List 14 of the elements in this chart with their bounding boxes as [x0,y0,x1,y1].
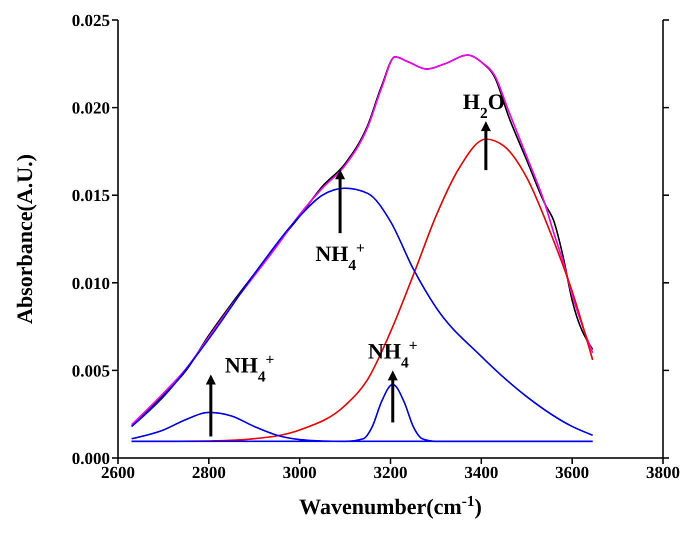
y-tick-label: 0.020 [72,98,110,118]
x-tick-label: 3600 [555,463,590,482]
y-tick-label: 0.005 [72,361,110,380]
y-tick-label: 0.015 [72,186,110,206]
x-tick-label: 3200 [374,463,408,482]
x-tick-label: 3800 [646,463,680,482]
x-tick-label: 2600 [101,463,135,482]
x-tick-label: 3000 [282,463,317,482]
y-tick-label: 0.010 [72,274,110,293]
x-tick-label: 3400 [464,463,498,482]
y-tick-label: 0.025 [72,11,110,30]
y-axis-title: Absorbance(A.U.) [12,154,37,324]
x-axis-title: Wavenumber(cm$^{-1}$) [299,492,482,519]
x-tick-label: 2800 [192,463,226,482]
